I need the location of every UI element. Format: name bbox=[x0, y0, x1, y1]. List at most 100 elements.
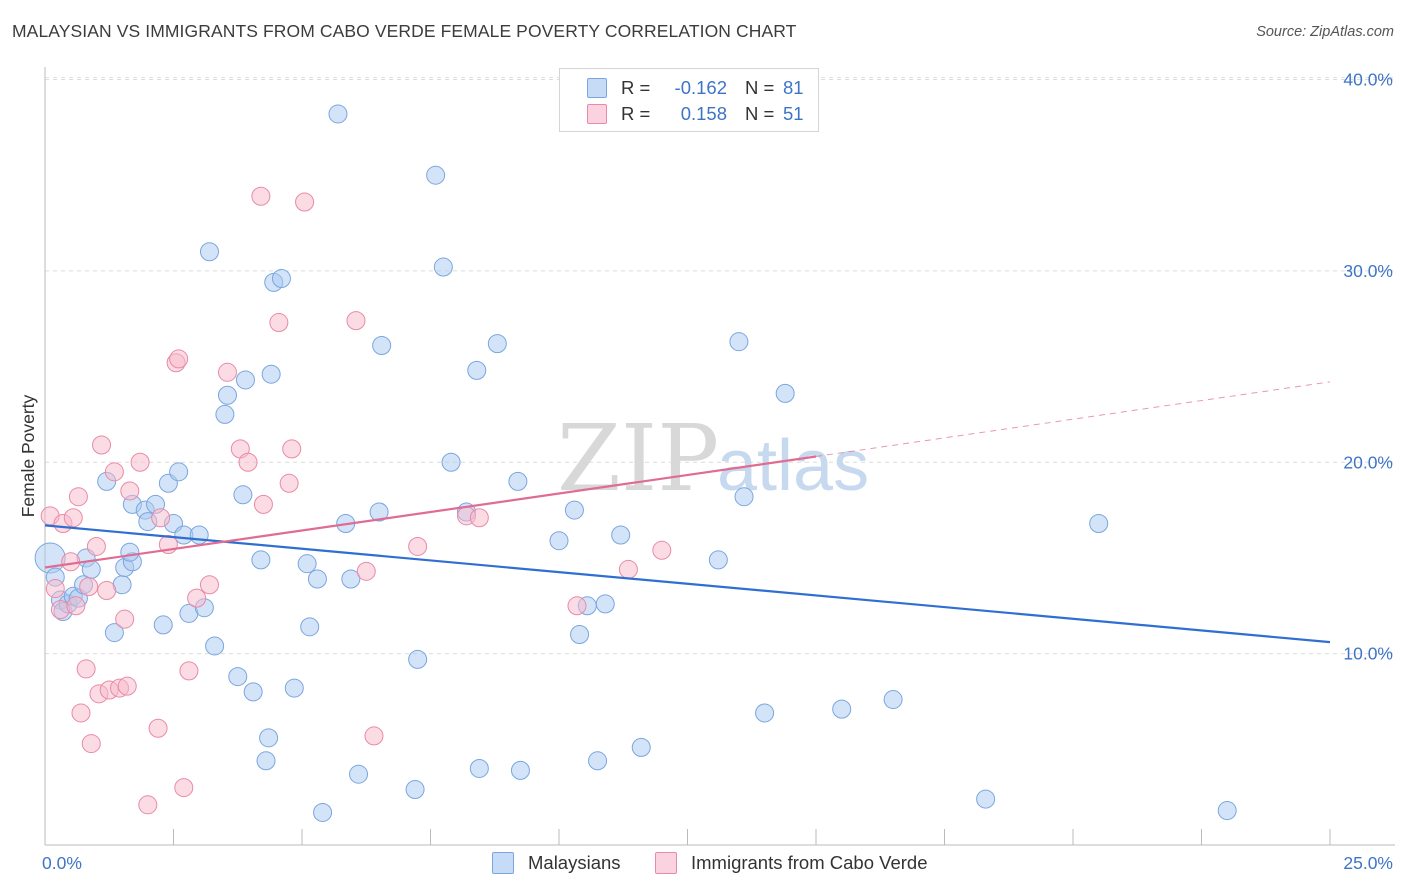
data-point bbox=[708, 550, 728, 570]
data-point bbox=[261, 364, 281, 384]
trend-line bbox=[44, 455, 817, 569]
data-point bbox=[313, 802, 333, 822]
data-point bbox=[253, 494, 273, 514]
data-point bbox=[364, 726, 384, 746]
data-point bbox=[34, 542, 66, 574]
data-point bbox=[81, 734, 101, 754]
data-point bbox=[269, 313, 289, 333]
data-point bbox=[564, 500, 584, 520]
data-point bbox=[441, 452, 461, 472]
data-point bbox=[71, 703, 91, 723]
data-point bbox=[469, 758, 489, 778]
data-point bbox=[151, 508, 171, 528]
data-point bbox=[346, 311, 366, 331]
data-point bbox=[567, 596, 587, 616]
data-point bbox=[832, 699, 852, 719]
data-point bbox=[179, 661, 199, 681]
legend-n-value: 81 bbox=[783, 77, 804, 98]
data-point bbox=[92, 435, 112, 455]
data-point bbox=[300, 617, 320, 637]
data-point bbox=[86, 536, 106, 556]
data-point bbox=[81, 559, 101, 579]
data-point bbox=[433, 257, 453, 277]
data-point bbox=[408, 649, 428, 669]
data-point bbox=[97, 580, 117, 600]
data-point bbox=[199, 575, 219, 595]
data-point bbox=[130, 452, 150, 472]
data-point bbox=[215, 404, 235, 424]
data-point bbox=[228, 667, 248, 687]
data-point bbox=[307, 569, 327, 589]
data-point bbox=[61, 552, 81, 572]
data-point bbox=[372, 336, 392, 356]
legend-n-label: N = bbox=[745, 103, 775, 124]
data-point bbox=[233, 485, 253, 505]
data-point bbox=[426, 165, 446, 185]
legend-swatch-pink bbox=[587, 104, 607, 124]
data-point bbox=[68, 487, 88, 507]
data-point bbox=[405, 780, 425, 800]
data-point bbox=[251, 186, 271, 206]
legend-r-value: -0.162 bbox=[674, 77, 727, 98]
data-point bbox=[508, 471, 528, 491]
watermark: ZIP atlas bbox=[557, 405, 869, 512]
data-point bbox=[349, 764, 369, 784]
series-legend-malaysians[interactable]: Malaysians bbox=[492, 852, 621, 874]
data-point bbox=[356, 561, 376, 581]
data-point bbox=[138, 795, 158, 815]
data-point bbox=[251, 550, 271, 570]
trend-lines bbox=[44, 381, 1331, 644]
data-point bbox=[341, 569, 361, 589]
y-tick-label: 20.0% bbox=[1343, 452, 1393, 472]
data-point bbox=[153, 615, 173, 635]
data-point bbox=[256, 751, 276, 771]
series-legend-cabo-verde[interactable]: Immigrants from Cabo Verde bbox=[655, 852, 927, 874]
series-legend: Malaysians Immigrants from Cabo Verde bbox=[0, 852, 1406, 876]
data-point bbox=[611, 525, 631, 545]
y-tick-label: 40.0% bbox=[1343, 70, 1393, 90]
data-point bbox=[295, 192, 315, 212]
data-point bbox=[205, 636, 225, 656]
data-point bbox=[282, 439, 302, 459]
data-point bbox=[271, 269, 291, 289]
legend-swatch-blue bbox=[492, 852, 514, 874]
data-point bbox=[45, 579, 65, 599]
data-point bbox=[510, 760, 530, 780]
data-point bbox=[469, 508, 489, 528]
series-legend-label: Malaysians bbox=[528, 852, 621, 873]
trend-line bbox=[44, 524, 1331, 644]
legend-row-cabo-verde: R = 0.158 N = 51 bbox=[587, 103, 804, 125]
data-point bbox=[120, 542, 140, 562]
y-tick-label: 30.0% bbox=[1343, 261, 1393, 281]
y-tick-label: 10.0% bbox=[1343, 644, 1393, 664]
data-point bbox=[115, 609, 135, 629]
watermark-zip: ZIP bbox=[557, 405, 719, 512]
data-point bbox=[588, 751, 608, 771]
data-point bbox=[595, 594, 615, 614]
legend-r-value: 0.158 bbox=[680, 103, 727, 124]
data-point bbox=[148, 718, 168, 738]
data-point bbox=[238, 452, 258, 472]
data-point bbox=[235, 370, 255, 390]
data-points bbox=[34, 104, 1237, 822]
data-point bbox=[883, 690, 903, 710]
data-point bbox=[174, 778, 194, 798]
data-point bbox=[328, 104, 348, 124]
data-point bbox=[755, 703, 775, 723]
axes bbox=[44, 67, 1395, 846]
data-point bbox=[487, 334, 507, 354]
x-tick-label: 0.0% bbox=[42, 853, 82, 873]
data-point bbox=[734, 487, 754, 507]
data-point bbox=[279, 473, 299, 493]
correlation-legend: R = -0.162 N = 81 R = 0.158 N = 51 bbox=[559, 68, 819, 132]
data-point bbox=[187, 588, 207, 608]
data-point bbox=[570, 624, 590, 644]
legend-r-label: R = bbox=[621, 103, 651, 124]
data-point bbox=[297, 554, 317, 574]
data-point bbox=[652, 540, 672, 560]
data-point bbox=[369, 502, 389, 522]
data-point bbox=[66, 596, 86, 616]
legend-swatch-pink bbox=[655, 852, 677, 874]
data-point bbox=[467, 360, 487, 380]
